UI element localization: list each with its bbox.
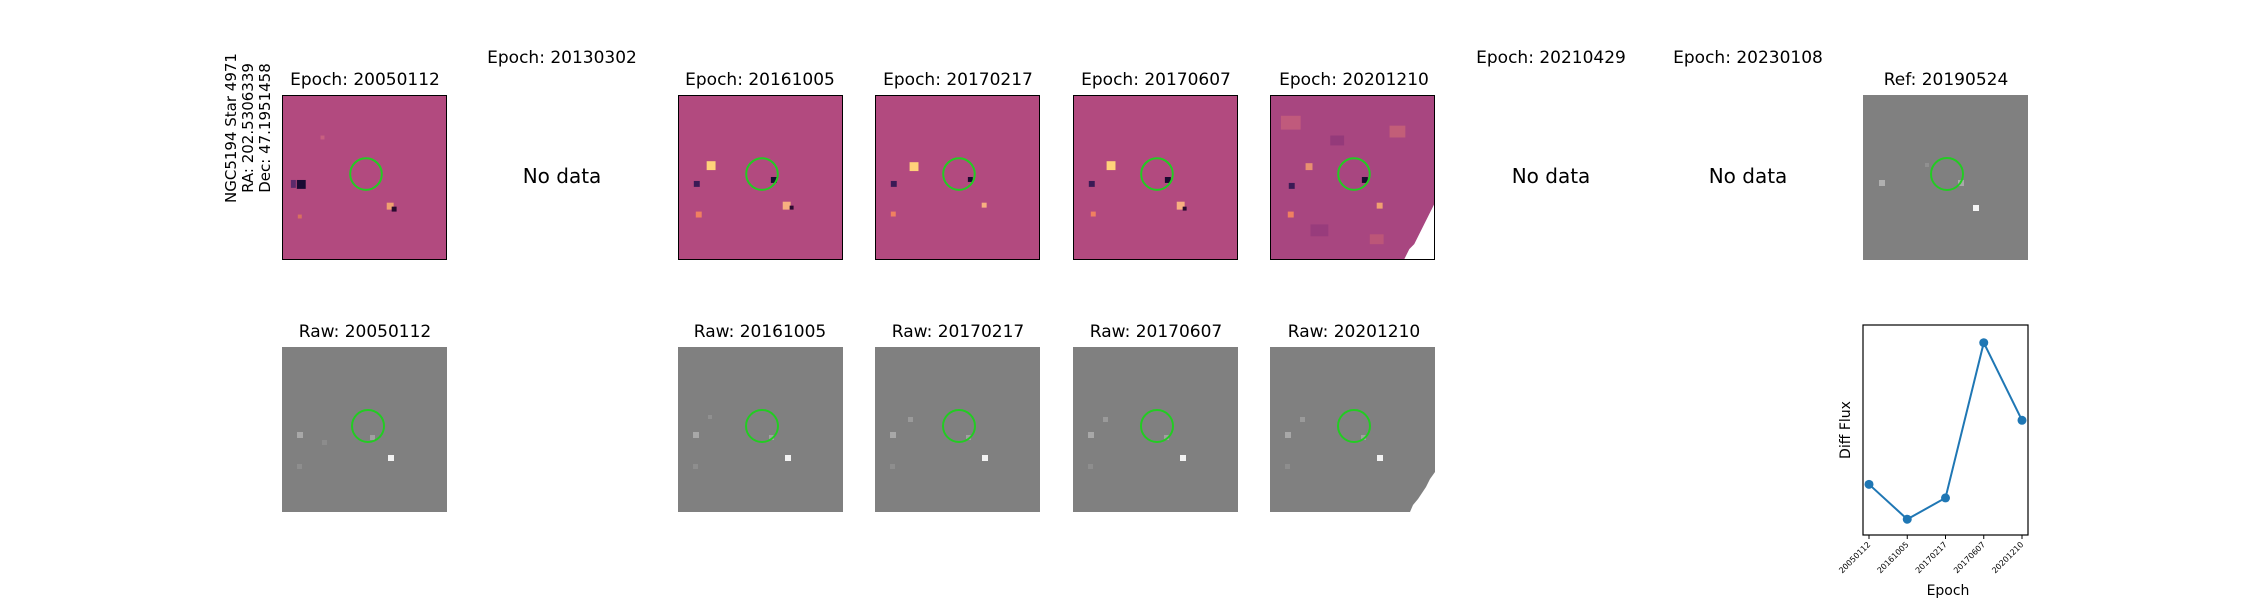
diff-image bbox=[1073, 95, 1238, 260]
target-name: NGC5194 Star 4971 bbox=[222, 53, 240, 203]
raw-title-1: Raw: 20161005 bbox=[693, 322, 827, 342]
series-line bbox=[1868, 339, 2023, 521]
diff-image bbox=[875, 95, 1040, 260]
top-title-1: Epoch: 20130302 bbox=[487, 48, 637, 68]
raw-image bbox=[1073, 347, 1238, 512]
diff-image bbox=[678, 95, 843, 260]
diff-image bbox=[1270, 95, 1435, 260]
plot-frame bbox=[1862, 324, 2029, 536]
diff-flux-chart: 20050112 20161005 20170217 20170607 20201210… bbox=[1837, 324, 2029, 599]
x-tick-label: 20201210 bbox=[1990, 540, 2025, 575]
ref-image bbox=[1863, 95, 2028, 260]
data-point bbox=[1864, 479, 1874, 489]
raw-title-3: Raw: 20170607 bbox=[1089, 322, 1223, 342]
top-title-7: Epoch: 20230108 bbox=[1673, 48, 1823, 68]
target-ra: RA: 202.5306339 bbox=[239, 63, 257, 193]
top-title-3: Epoch: 20170217 bbox=[883, 70, 1033, 90]
raw-title-2: Raw: 20170217 bbox=[891, 322, 1025, 342]
raw-title-4: Raw: 20201210 bbox=[1287, 322, 1421, 342]
data-point bbox=[1941, 493, 1950, 503]
raw-image bbox=[678, 347, 843, 512]
target-label: NGC5194 Star 4971 RA: 202.5306339 Dec: 4… bbox=[222, 8, 274, 248]
top-title-5: Epoch: 20201210 bbox=[1279, 70, 1429, 90]
x-tick-label: 20161005 bbox=[1876, 540, 1911, 575]
nodata-text: No data bbox=[1708, 164, 1788, 188]
raw-title-0: Raw: 20050112 bbox=[298, 322, 432, 342]
x-tick-label: 20050112 bbox=[1837, 540, 1872, 575]
top-title-8: Ref: 20190524 bbox=[1883, 70, 2009, 90]
nodata-text: No data bbox=[522, 164, 602, 188]
diff-image bbox=[282, 95, 447, 260]
data-point bbox=[1902, 514, 1912, 524]
data-point bbox=[1979, 338, 1989, 348]
nodata-text: No data bbox=[1511, 164, 1591, 188]
raw-image bbox=[1270, 347, 1435, 512]
top-title-0: Epoch: 20050112 bbox=[290, 70, 440, 90]
x-tick-label: 20170607 bbox=[1952, 540, 1987, 575]
raw-image bbox=[875, 347, 1040, 512]
top-title-2: Epoch: 20161005 bbox=[685, 70, 835, 90]
x-tick-label: 20170217 bbox=[1914, 540, 1949, 575]
top-title-6: Epoch: 20210429 bbox=[1476, 48, 1626, 68]
target-dec: Dec: 47.1951458 bbox=[256, 63, 274, 193]
x-axis-label: Epoch bbox=[1927, 583, 1970, 599]
data-point bbox=[2017, 415, 2027, 425]
top-title-4: Epoch: 20170607 bbox=[1081, 70, 1231, 90]
raw-image bbox=[282, 347, 447, 512]
y-axis-label: Diff Flux bbox=[1838, 401, 1854, 459]
